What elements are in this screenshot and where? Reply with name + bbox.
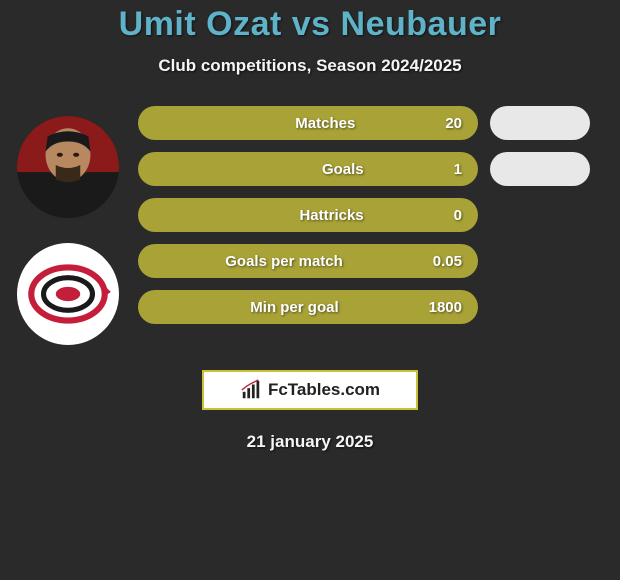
stat-label: Matches (154, 115, 355, 132)
stat-label: Goals (154, 161, 364, 178)
stat-pill-left: Hattricks 0 (138, 198, 478, 232)
stats-column: Matches 20 Goals 1 Hattricks 0 Goals per match… (128, 106, 612, 324)
stat-pill-left: Goals 1 (138, 152, 478, 186)
stat-row: Min per goal 1800 (138, 290, 602, 324)
footer-brand-label: FcTables.com (268, 380, 380, 400)
chart-icon (240, 379, 262, 401)
stat-pill-left: Matches 20 (138, 106, 478, 140)
comparison-card: Umit Ozat vs Neubauer Club competitions,… (0, 0, 620, 452)
stat-value: 20 (445, 115, 462, 132)
content-row: Matches 20 Goals 1 Hattricks 0 Goals per match… (0, 106, 620, 345)
umit-ozat-avatar (17, 116, 119, 218)
stat-label: Min per goal (154, 299, 339, 316)
stat-value: 1 (454, 161, 462, 178)
stat-pill-right (490, 106, 590, 140)
date-label: 21 january 2025 (0, 432, 620, 452)
stat-row: Hattricks 0 (138, 198, 602, 232)
stat-label: Goals per match (154, 253, 343, 270)
avatar-column (8, 106, 128, 345)
stat-value: 1800 (429, 299, 462, 316)
footer-brand[interactable]: FcTables.com (202, 370, 418, 410)
stat-pill-left: Goals per match 0.05 (138, 244, 478, 278)
page-title: Umit Ozat vs Neubauer (0, 5, 620, 44)
stat-value: 0.05 (433, 253, 462, 270)
team-logo-icon (17, 243, 119, 345)
person-photo-icon (17, 116, 119, 218)
stat-pill-left: Min per goal 1800 (138, 290, 478, 324)
stat-value: 0 (454, 207, 462, 224)
stat-row: Matches 20 (138, 106, 602, 140)
subtitle: Club competitions, Season 2024/2025 (0, 56, 620, 76)
stat-row: Goals 1 (138, 152, 602, 186)
neubauer-avatar (17, 243, 119, 345)
stat-label: Hattricks (154, 207, 364, 224)
stat-row: Goals per match 0.05 (138, 244, 602, 278)
stat-pill-right (490, 152, 590, 186)
